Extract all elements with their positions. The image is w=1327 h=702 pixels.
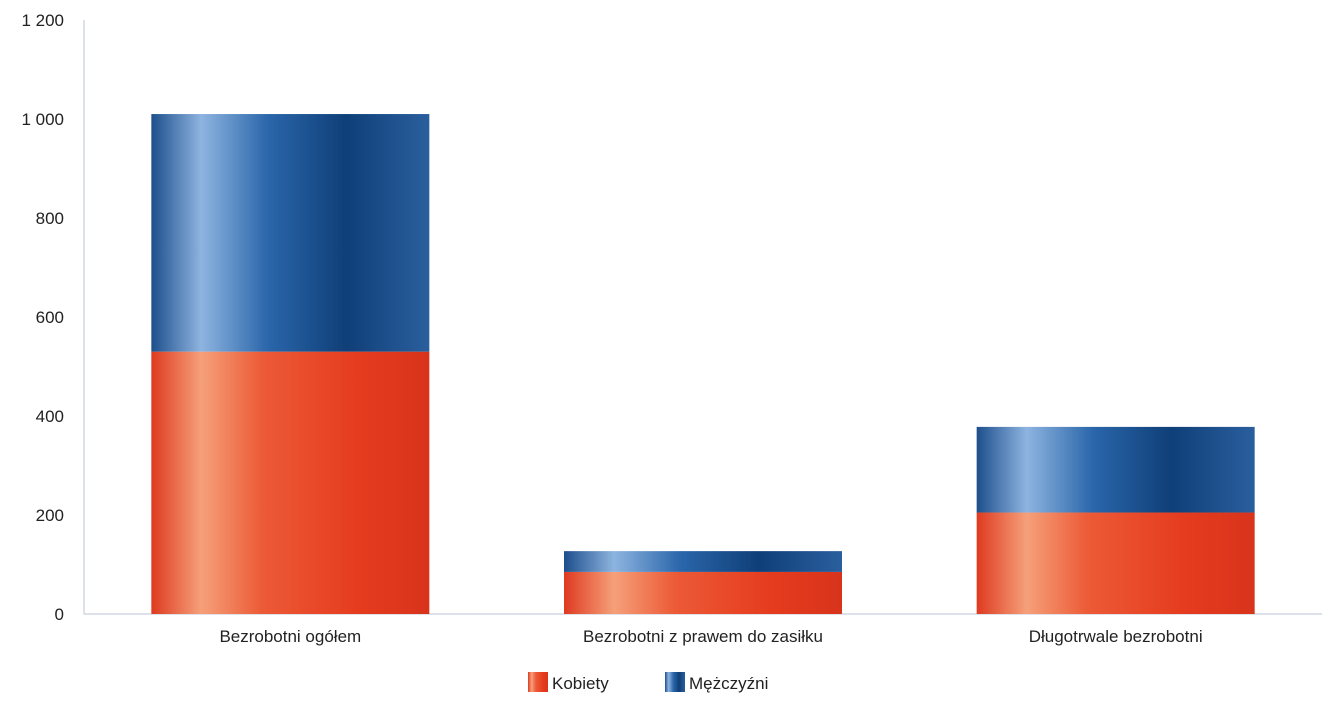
x-category-label: Długotrwale bezrobotni xyxy=(1029,627,1203,646)
legend-swatch-mezczyzni xyxy=(665,672,685,692)
bar-kobiety-2 xyxy=(976,512,1255,614)
bars xyxy=(151,114,1255,614)
y-tick-label: 0 xyxy=(55,605,64,624)
category-labels: Bezrobotni ogółem Bezrobotni z prawem do … xyxy=(219,627,1202,646)
bar-kobiety-1 xyxy=(564,571,842,614)
bar-mezczyzni-1 xyxy=(564,551,842,572)
legend: Kobiety Mężczyźni xyxy=(528,672,768,693)
x-category-label: Bezrobotni ogółem xyxy=(219,627,361,646)
y-tick-label: 1 000 xyxy=(21,110,64,129)
y-tick-label: 800 xyxy=(36,209,64,228)
y-tick-label: 1 200 xyxy=(21,11,64,30)
bar-mezczyzni-2 xyxy=(976,426,1255,513)
legend-label-mezczyzni: Mężczyźni xyxy=(689,674,768,693)
legend-label-kobiety: Kobiety xyxy=(552,674,609,693)
x-category-label: Bezrobotni z prawem do zasiłku xyxy=(583,627,823,646)
bar-mezczyzni-0 xyxy=(151,114,430,352)
bar-kobiety-0 xyxy=(151,351,430,614)
y-tick-label: 600 xyxy=(36,308,64,327)
y-tick-label: 400 xyxy=(36,407,64,426)
legend-swatch-kobiety xyxy=(528,672,548,692)
y-tick-label: 200 xyxy=(36,506,64,525)
